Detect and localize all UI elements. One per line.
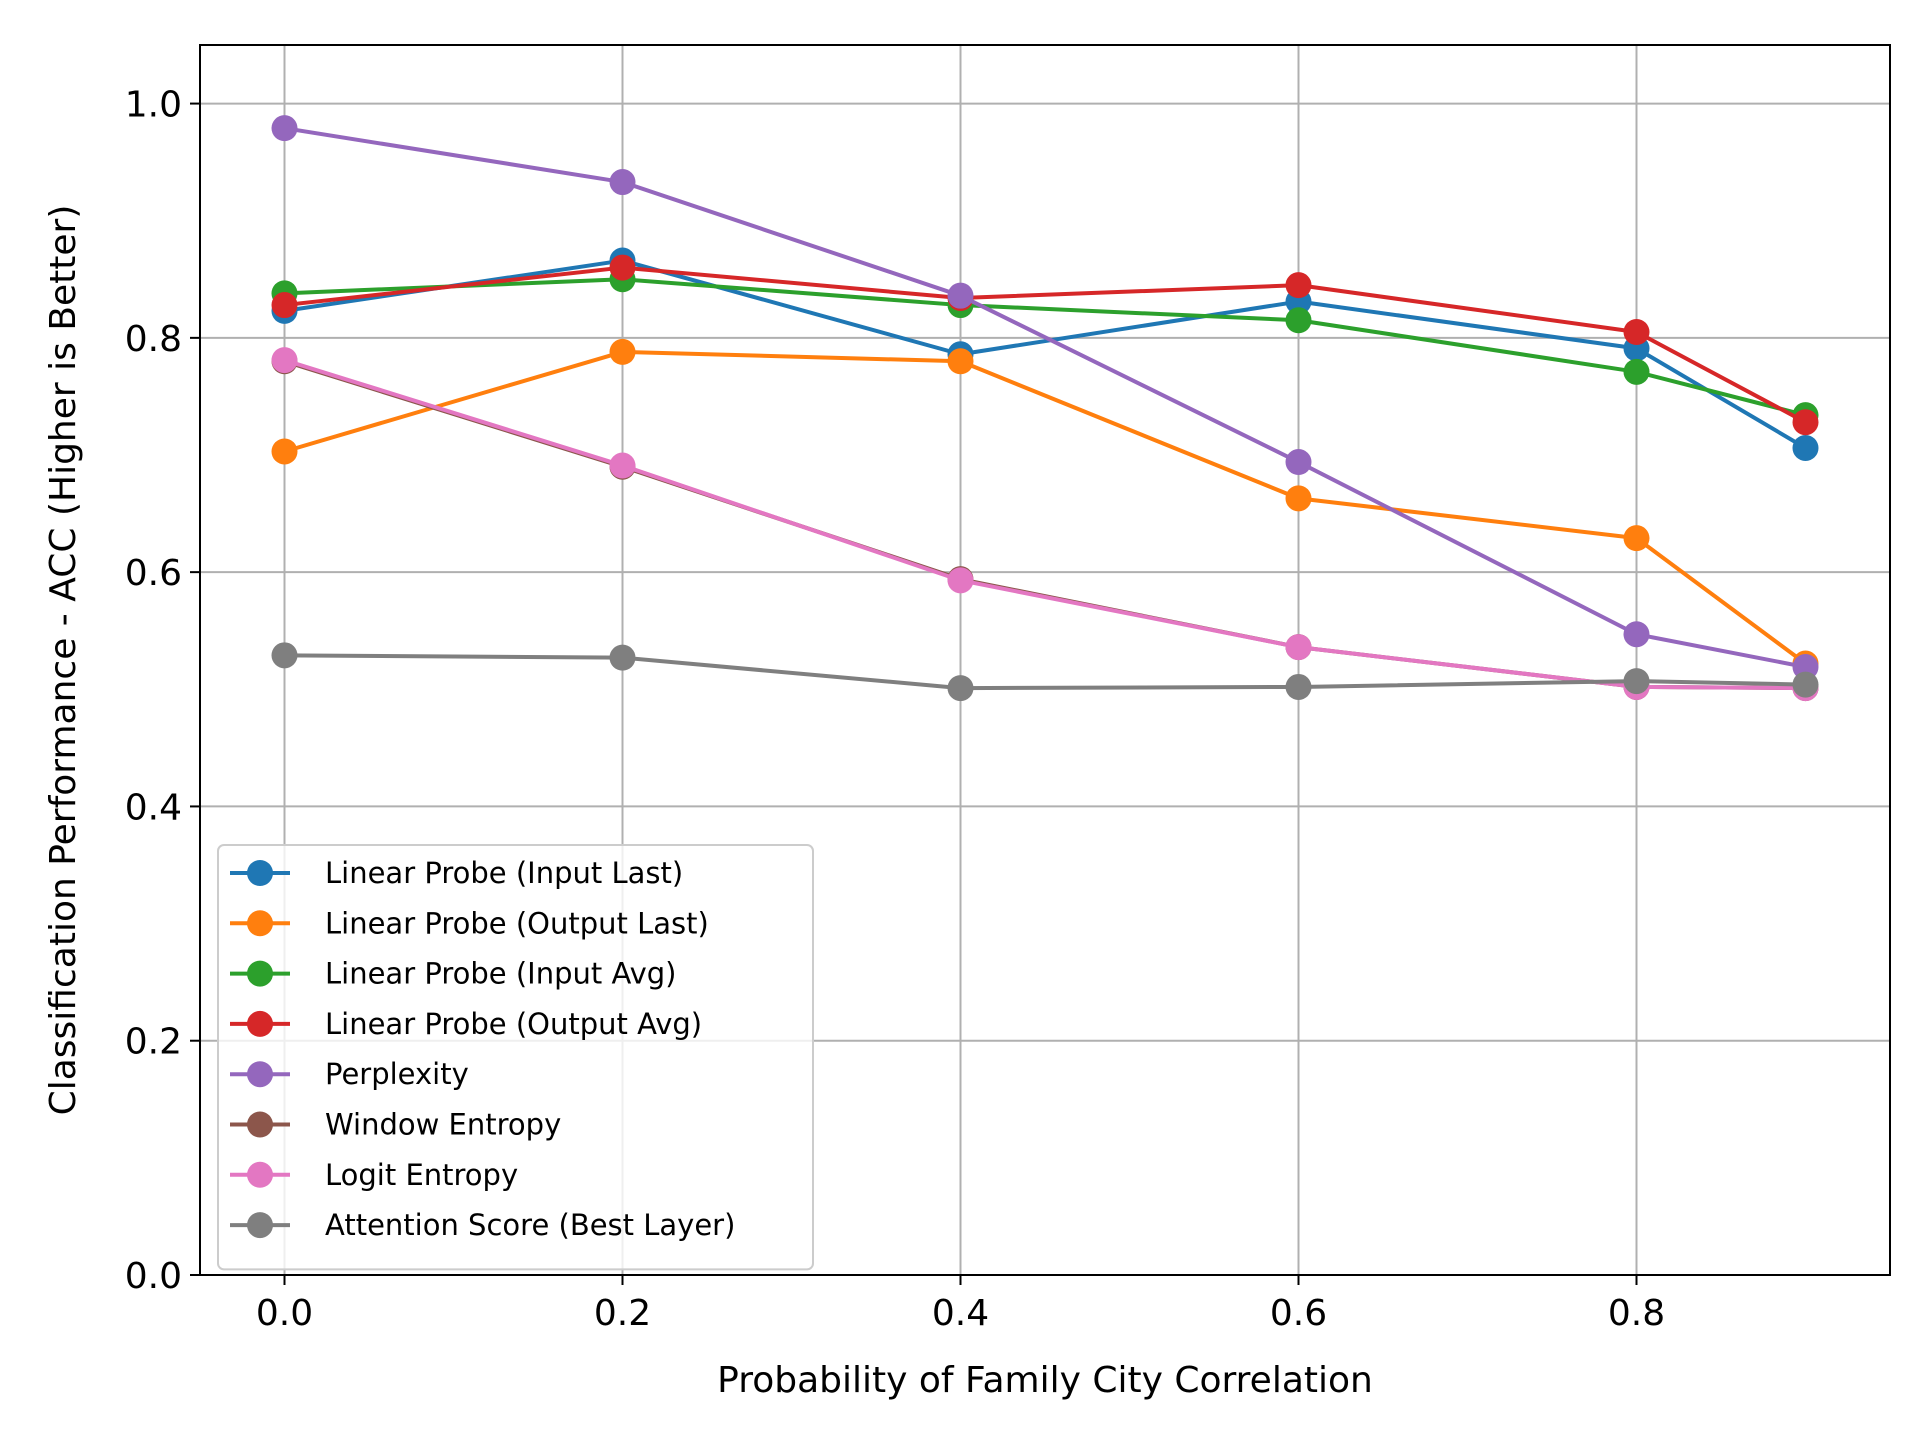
data-point	[609, 169, 636, 196]
data-point	[1623, 319, 1650, 345]
data-point	[609, 254, 636, 281]
x-tick-label: 0.0	[256, 1293, 313, 1334]
axis-layer: 0.0 0.2 0.4 0.6 0.8 0.0 0.2 0.4 0.6 0.8 1.0	[125, 85, 1665, 1334]
y-tick-label: 0.8	[125, 319, 182, 360]
legend-label: Linear Probe (Input Avg)	[325, 957, 676, 991]
x-tick-label: 0.2	[594, 1293, 651, 1334]
y-tick-label: 0.6	[125, 553, 182, 594]
data-point	[271, 438, 298, 465]
series-line	[284, 265, 1807, 424]
series-line	[284, 277, 1806, 418]
data-point	[609, 452, 636, 479]
x-tick-label: 0.8	[1608, 1293, 1665, 1334]
y-axis-label: Classification Performance - ACC (Higher…	[43, 205, 84, 1116]
data-point	[1285, 449, 1312, 476]
data-point	[609, 644, 636, 671]
data-point	[1623, 621, 1650, 648]
series-linear-probe-output-last	[271, 338, 1819, 677]
data-point	[1792, 409, 1819, 436]
x-axis-label: Probability of Family City Correlation	[717, 1360, 1373, 1401]
legend-label: Logit Entropy	[325, 1158, 518, 1192]
series-layer	[271, 115, 1819, 702]
series-window-entropy	[271, 348, 1819, 702]
data-point	[609, 338, 636, 365]
plot-area-frame	[199, 44, 1891, 1276]
legend-label: Linear Probe (Output Avg)	[325, 1007, 702, 1041]
data-point	[1285, 272, 1312, 299]
series-line	[283, 359, 1806, 691]
data-point	[271, 642, 298, 669]
y-tick-label: 0.0	[125, 1256, 182, 1297]
series-line	[283, 349, 1807, 666]
legend-box	[217, 844, 814, 1271]
series-perplexity	[271, 115, 1819, 681]
data-point	[1623, 525, 1650, 552]
legend-marker	[247, 1010, 273, 1037]
series-linear-probe-input-avg	[271, 266, 1819, 429]
legend-marker	[247, 1111, 273, 1138]
legend-item: Attention Score (Best Layer)	[230, 1208, 735, 1242]
legend-marker	[247, 860, 273, 886]
legend-label: Perplexity	[325, 1057, 469, 1091]
data-point	[271, 115, 298, 142]
series-line	[284, 126, 1806, 669]
series-line	[284, 258, 1807, 450]
legend-item: Window Entropy	[230, 1108, 561, 1142]
data-point	[1285, 673, 1312, 700]
y-tick-label: 1.0	[125, 85, 182, 126]
data-point	[947, 282, 974, 309]
data-point	[947, 348, 974, 375]
series-logit-entropy	[271, 347, 1819, 702]
legend-marker	[247, 1061, 273, 1088]
legend-marker	[247, 1212, 273, 1239]
legend-item: Logit Entropy	[230, 1158, 518, 1192]
legend-marker	[247, 1161, 273, 1188]
legend-item: Linear Probe (Output Last)	[230, 906, 709, 940]
legend-marker	[247, 910, 273, 937]
data-point	[947, 675, 974, 702]
legend: Linear Probe (Input Last) Linear Probe (O…	[217, 844, 814, 1271]
series-attention-score-best-layer	[271, 642, 1819, 702]
legend-item: Linear Probe (Input Avg)	[230, 957, 676, 991]
legend-label: Attention Score (Best Layer)	[325, 1208, 735, 1242]
legend-label: Window Entropy	[325, 1108, 561, 1142]
data-point	[947, 567, 974, 594]
data-point	[1623, 358, 1650, 385]
legend-item: Linear Probe (Output Avg)	[230, 1007, 702, 1041]
series-line	[284, 653, 1806, 691]
series-line	[283, 358, 1806, 691]
x-tick-label: 0.6	[1270, 1293, 1327, 1334]
data-point	[1285, 485, 1312, 512]
data-point	[1792, 434, 1819, 461]
data-point	[1792, 671, 1819, 698]
legend-marker	[247, 960, 273, 987]
y-tick-label: 0.2	[125, 1022, 182, 1063]
legend-item: Linear Probe (Input Last)	[230, 856, 683, 890]
x-tick-label: 0.4	[932, 1293, 989, 1334]
legend-label: Linear Probe (Output Last)	[325, 906, 709, 940]
data-point	[1285, 307, 1312, 334]
data-point	[1285, 634, 1312, 661]
data-point	[271, 347, 298, 374]
y-tick-label: 0.4	[125, 787, 182, 828]
legend-item: Perplexity	[230, 1057, 469, 1091]
data-point	[1623, 668, 1650, 695]
series-linear-probe-output-avg	[271, 254, 1819, 436]
data-point	[271, 292, 298, 319]
legend-label: Linear Probe (Input Last)	[325, 856, 683, 890]
